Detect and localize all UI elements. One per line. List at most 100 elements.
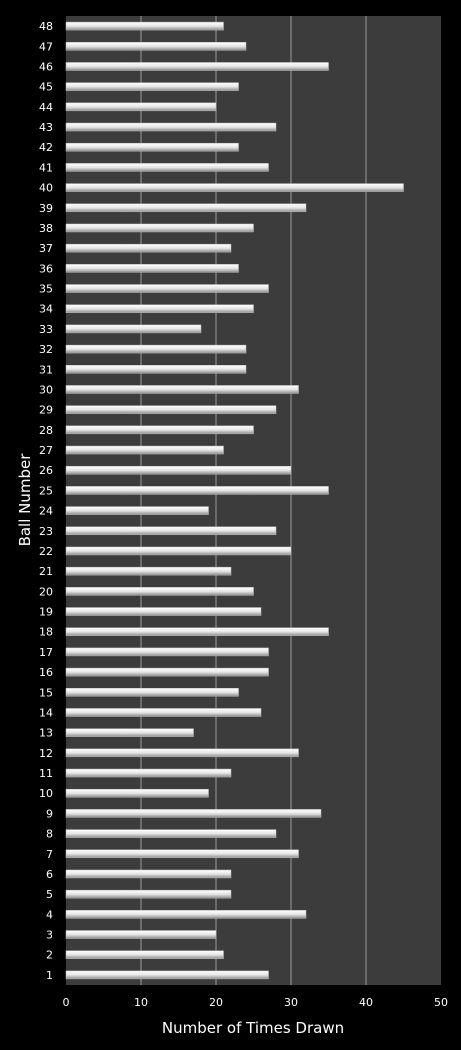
bar-ball-25 [65, 486, 329, 495]
bar-ball-4 [65, 910, 307, 919]
bar-ball-33 [65, 324, 202, 334]
x-tick-label-0: 0 [63, 996, 70, 1009]
bar-ball-13 [65, 728, 194, 737]
y-tick-label-26: 26 [39, 464, 53, 477]
y-tick-label-12: 12 [39, 747, 53, 760]
bar-ball-24 [65, 506, 209, 515]
y-tick-label-22: 22 [39, 545, 53, 558]
bar-ball-48 [65, 21, 224, 31]
y-tick-label-25: 25 [39, 484, 53, 497]
y-tick-label-42: 42 [39, 141, 53, 154]
bar-ball-6 [65, 869, 232, 879]
y-tick-label-21: 21 [39, 565, 53, 578]
y-tick-label-36: 36 [39, 262, 53, 275]
y-tick-label-13: 13 [39, 727, 53, 740]
y-tick-label-10: 10 [39, 787, 53, 800]
bar-ball-42 [65, 142, 239, 152]
bar-ball-21 [65, 566, 232, 576]
y-tick-label-34: 34 [39, 303, 53, 316]
y-tick-label-24: 24 [39, 505, 53, 518]
y-tick-label-31: 31 [39, 363, 53, 376]
y-tick-label-28: 28 [39, 424, 53, 437]
bar-ball-44 [65, 102, 217, 112]
bar-ball-28 [65, 425, 254, 435]
bar-ball-45 [65, 82, 239, 91]
bar-ball-35 [65, 284, 269, 293]
bar-ball-39 [65, 203, 307, 213]
y-tick-label-3: 3 [46, 929, 53, 942]
y-tick-label-37: 37 [39, 242, 53, 255]
bar-ball-46 [65, 62, 329, 71]
y-tick-label-8: 8 [46, 828, 53, 841]
y-tick-label-44: 44 [39, 101, 53, 114]
bar-ball-5 [65, 889, 232, 899]
bar-ball-22 [65, 546, 292, 556]
bar-ball-10 [65, 788, 209, 798]
gridlines [140, 16, 367, 985]
x-tick-label-40: 40 [359, 996, 373, 1009]
bar-ball-16 [65, 667, 269, 677]
y-tick-label-4: 4 [46, 908, 53, 921]
bar-ball-18 [65, 627, 329, 636]
bar-ball-7 [65, 849, 299, 859]
y-tick-label-5: 5 [46, 888, 53, 901]
y-tick-label-23: 23 [39, 525, 53, 538]
bar-ball-12 [65, 748, 299, 758]
bar-ball-32 [65, 344, 247, 354]
y-tick-label-45: 45 [39, 81, 53, 94]
x-axis-title: Number of Times Drawn [162, 1019, 344, 1037]
y-tick-label-11: 11 [39, 767, 53, 780]
y-tick-label-35: 35 [39, 283, 53, 296]
bar-ball-1 [65, 970, 269, 980]
bar-ball-38 [65, 223, 254, 233]
y-tick-label-16: 16 [39, 666, 53, 679]
bar-ball-23 [65, 526, 277, 536]
y-tick-label-38: 38 [39, 222, 53, 235]
bars [65, 21, 404, 980]
y-tick-label-43: 43 [39, 121, 53, 134]
y-tick-label-19: 19 [39, 606, 53, 619]
y-tick-label-29: 29 [39, 404, 53, 417]
bar-ball-30 [65, 385, 299, 394]
y-axis-title: Ball Number [16, 453, 34, 547]
bar-ball-26 [65, 465, 292, 475]
bar-ball-3 [65, 930, 217, 939]
bar-ball-29 [65, 405, 277, 414]
bar-ball-9 [65, 809, 322, 818]
bar-ball-40 [65, 183, 404, 192]
y-tick-label-30: 30 [39, 383, 53, 396]
y-tick-label-6: 6 [46, 868, 53, 881]
x-tick-label-30: 30 [284, 996, 298, 1009]
y-tick-label-1: 1 [46, 969, 53, 982]
x-tick-labels: 0 10 20 30 40 50 [63, 996, 449, 1009]
bar-ball-14 [65, 708, 262, 717]
y-tick-label-32: 32 [39, 343, 53, 356]
bar-ball-47 [65, 42, 247, 51]
y-tick-label-27: 27 [39, 444, 53, 457]
y-tick-label-14: 14 [39, 706, 53, 719]
bar-ball-2 [65, 950, 224, 959]
y-tick-label-2: 2 [46, 949, 53, 962]
bar-ball-20 [65, 587, 254, 596]
y-tick-label-20: 20 [39, 585, 53, 598]
bar-ball-8 [65, 829, 277, 838]
bar-ball-43 [65, 122, 277, 132]
bar-ball-34 [65, 304, 254, 313]
y-tick-label-7: 7 [46, 848, 53, 861]
y-tick-label-17: 17 [39, 646, 53, 659]
plot-area [66, 16, 441, 985]
bar-ball-37 [65, 243, 232, 253]
x-tick-label-50: 50 [434, 996, 448, 1009]
x-tick-label-10: 10 [134, 996, 148, 1009]
bar-ball-19 [65, 607, 262, 616]
bar-ball-11 [65, 768, 232, 778]
y-tick-label-48: 48 [39, 20, 53, 33]
y-tick-label-47: 47 [39, 40, 53, 53]
y-tick-labels: 1234567891011121314151617181920212223242… [39, 20, 53, 982]
bar-ball-36 [65, 264, 239, 273]
y-tick-label-46: 46 [39, 60, 53, 73]
bar-ball-15 [65, 688, 239, 697]
bar-ball-27 [65, 445, 224, 455]
y-tick-label-15: 15 [39, 686, 53, 699]
